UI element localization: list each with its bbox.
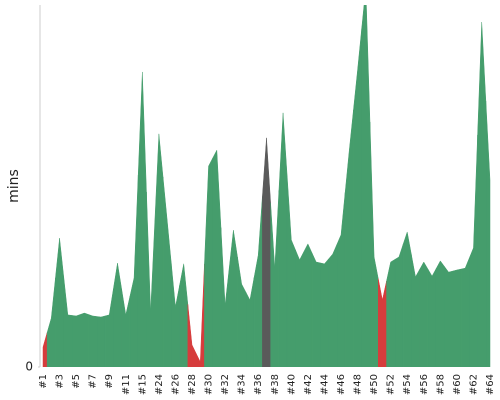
x-tick-label: #58 [435,374,446,395]
area-segment [369,121,379,367]
area-segment [378,278,387,367]
area-segment [187,304,197,367]
area-segment [63,276,73,367]
x-tick-label: #7 [88,374,99,389]
x-tick-label: #64 [485,374,496,395]
area-segment [394,244,404,367]
x-tick-label: #26 [170,374,181,395]
area-segment [419,261,429,367]
area-segment [262,137,271,367]
area-segment [435,260,445,367]
area-segment [477,22,487,367]
area-segment [245,277,255,367]
x-tick-label: #36 [253,374,264,395]
area-segment [88,314,98,367]
area-segment [129,174,139,367]
area-segment [46,278,56,367]
area-segment [452,268,462,367]
area-segment [204,158,213,367]
area-segment [303,243,313,367]
x-tick-label: #44 [319,374,330,395]
area-segment [485,100,491,367]
plot-area [42,5,491,367]
area-segment [253,196,263,367]
area-segment [212,149,222,367]
area-segment [96,315,106,367]
area-segment [328,244,338,367]
area-segment [427,268,437,367]
area-segment [320,258,329,367]
x-tick-label: #38 [270,374,281,395]
area-segment [311,252,321,367]
y-axis-label: mins [6,169,22,203]
x-tick-label: #30 [204,374,215,395]
area-segment [286,176,296,367]
area-segment [146,191,155,367]
area-segment [444,265,453,367]
x-tick-label: #32 [220,374,231,395]
area-segment [154,133,164,367]
area-segment [344,110,354,367]
area-segment [402,231,412,367]
x-tick-label: #15 [137,374,148,395]
x-tick-label: #1 [38,374,49,389]
area-segment [295,249,304,367]
area-segment [121,288,131,367]
x-tick-label: #50 [369,374,380,395]
x-tick-label: #46 [336,374,347,395]
area-segment [278,112,288,367]
x-tick-label: #54 [402,374,413,395]
area-segment [104,288,114,367]
area-segment [229,230,238,367]
x-tick-label: #52 [386,374,397,395]
area-segment [179,263,189,367]
area-segment [336,192,346,367]
x-tick-label: #5 [71,374,82,389]
x-tick-label: #28 [187,374,198,395]
x-tick-label: #60 [452,374,463,395]
x-tick-label: #24 [154,374,165,395]
area-segment [460,257,470,367]
x-tick-label: #34 [237,374,248,395]
area-segment [270,190,280,367]
x-tick-label: #11 [121,374,132,395]
area-segment [42,332,48,367]
area-segment [55,238,64,367]
y-tick-label: 0 [25,360,33,374]
area-segment [411,254,420,367]
x-tick-label: #62 [468,374,479,395]
x-tick-label: #3 [55,374,66,389]
x-tick-label: #56 [419,374,430,395]
x-tick-label: #42 [303,374,314,395]
area-segment [361,5,371,367]
x-tick-label: #40 [286,374,297,395]
area-segment [113,263,122,367]
area-segment [353,28,362,367]
area-segment [137,71,147,367]
area-segment [469,134,478,367]
area-segment [195,264,205,367]
area-segment [80,312,89,367]
area-segment [71,314,81,367]
area-segment [171,263,180,367]
x-tick-label: #9 [104,374,115,389]
area-segment [386,259,396,367]
area-segment [220,227,230,367]
area-segment [162,176,172,367]
area-segment [237,257,247,367]
x-tick-label: #48 [353,374,364,395]
